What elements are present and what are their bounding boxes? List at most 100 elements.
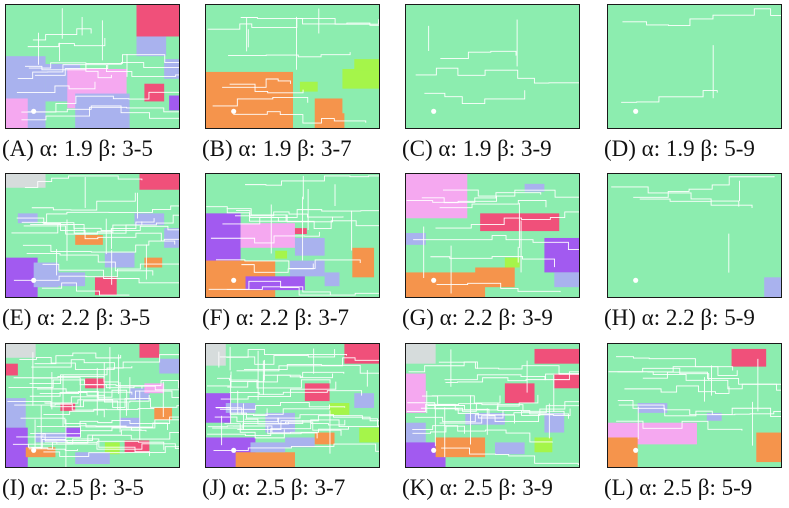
parcel-boundary	[22, 238, 179, 253]
parcel-boundary	[616, 356, 734, 371]
parcel-boundary	[224, 423, 285, 439]
region-gray	[6, 174, 46, 188]
region-gray	[206, 344, 226, 366]
parcel-boundary	[215, 404, 330, 415]
region-lavender	[104, 252, 135, 268]
region-orange	[756, 432, 781, 463]
region-lime	[275, 250, 288, 259]
region-orange	[352, 247, 375, 278]
parcel-boundary	[444, 371, 579, 381]
region-red	[136, 5, 179, 37]
panel-caption-d: (D) α: 1.9 β: 5-9	[604, 136, 755, 161]
region-orange	[25, 447, 56, 458]
parcel-boundary	[34, 62, 179, 76]
parcel-boundary	[412, 425, 553, 443]
parcel-boundary	[27, 37, 106, 48]
parcel-boundary	[617, 367, 710, 381]
region-lavender	[33, 262, 59, 288]
parcel-boundary	[430, 256, 555, 268]
parcel-boundary	[14, 403, 105, 418]
panel-caption-c: (C) α: 1.9 β: 3-9	[402, 136, 552, 161]
region-lavender	[75, 93, 130, 128]
parcel-boundary	[21, 106, 179, 121]
parcel-map	[6, 344, 179, 467]
region-lavender	[324, 272, 340, 287]
parcel-map	[206, 5, 379, 128]
region-red	[6, 363, 18, 376]
parcel-boundary	[40, 419, 179, 438]
parcel-boundary	[17, 64, 179, 79]
map-frame-e	[5, 173, 180, 298]
parcel-boundary	[633, 175, 775, 198]
region-lime	[504, 257, 520, 268]
region-lavender	[406, 422, 426, 448]
parcel-boundary	[438, 361, 579, 375]
region-red	[534, 348, 579, 364]
region-red	[504, 383, 535, 404]
parcel-boundary	[441, 447, 579, 465]
map-frame-c	[405, 4, 580, 129]
map-spot	[431, 447, 437, 453]
parcel-boundary	[229, 390, 363, 396]
panel-caption-f: (F) α: 2.2 β: 3-7	[202, 305, 350, 330]
region-lavender	[285, 437, 315, 448]
map-background	[406, 5, 579, 128]
region-red	[731, 348, 767, 367]
parcel-boundary	[45, 398, 179, 408]
region-lavender	[764, 277, 781, 297]
parcel-map	[6, 5, 179, 128]
parcel-boundary	[616, 420, 743, 431]
parcel-boundary	[212, 96, 309, 107]
parcel-boundary	[13, 263, 179, 281]
parcel-boundary	[220, 381, 337, 400]
region-orange	[206, 71, 293, 128]
region-purple	[6, 257, 38, 297]
region-gray	[6, 344, 36, 358]
map-frame-f	[205, 173, 380, 298]
map-spot	[431, 108, 437, 114]
map-frame-a	[5, 4, 180, 129]
parcel-map	[608, 174, 781, 297]
parcel-boundary	[427, 395, 501, 411]
region-red	[294, 228, 307, 235]
parcel-boundary	[234, 211, 344, 218]
parcel-map	[608, 5, 781, 128]
region-lavender	[159, 358, 179, 374]
parcel-boundary	[41, 282, 130, 296]
parcel-boundary	[219, 402, 346, 410]
region-lime	[359, 427, 379, 443]
parcel-boundary	[31, 447, 78, 451]
parcel-boundary	[206, 206, 287, 222]
region-purple	[169, 95, 179, 111]
map-frame-b	[205, 4, 380, 129]
region-pink	[6, 98, 28, 128]
region-lavender	[134, 213, 165, 226]
parcel-boundary	[21, 91, 179, 113]
map-frame-j	[205, 343, 380, 468]
parcel-boundary	[212, 419, 346, 429]
panel-caption-e: (E) α: 2.2 β: 3-5	[2, 305, 151, 330]
map-spot	[633, 447, 639, 453]
region-purple	[65, 427, 81, 438]
parcel-boundary	[618, 404, 781, 416]
parcel-boundary	[16, 217, 176, 245]
region-purple	[544, 237, 579, 273]
parcel-boundary	[31, 359, 115, 370]
region-lavender	[75, 452, 110, 465]
parcel-boundary	[436, 282, 561, 293]
parcel-map	[608, 344, 781, 467]
panel-caption-h: (H) α: 2.2 β: 5-9	[604, 305, 755, 330]
parcel-boundary	[26, 253, 154, 276]
parcel-boundary	[12, 432, 179, 448]
panel-caption-k: (K) α: 2.5 β: 3-9	[402, 475, 553, 500]
map-frame-k	[405, 343, 580, 468]
region-lavender	[465, 412, 505, 425]
region-orange	[445, 282, 466, 297]
parcel-boundary	[44, 440, 165, 450]
map-spot	[633, 108, 639, 114]
parcel-boundary	[214, 414, 379, 423]
map-spot	[31, 447, 37, 453]
region-lavender	[706, 412, 722, 421]
parcel-boundary	[43, 403, 129, 415]
region-orange	[435, 437, 486, 458]
